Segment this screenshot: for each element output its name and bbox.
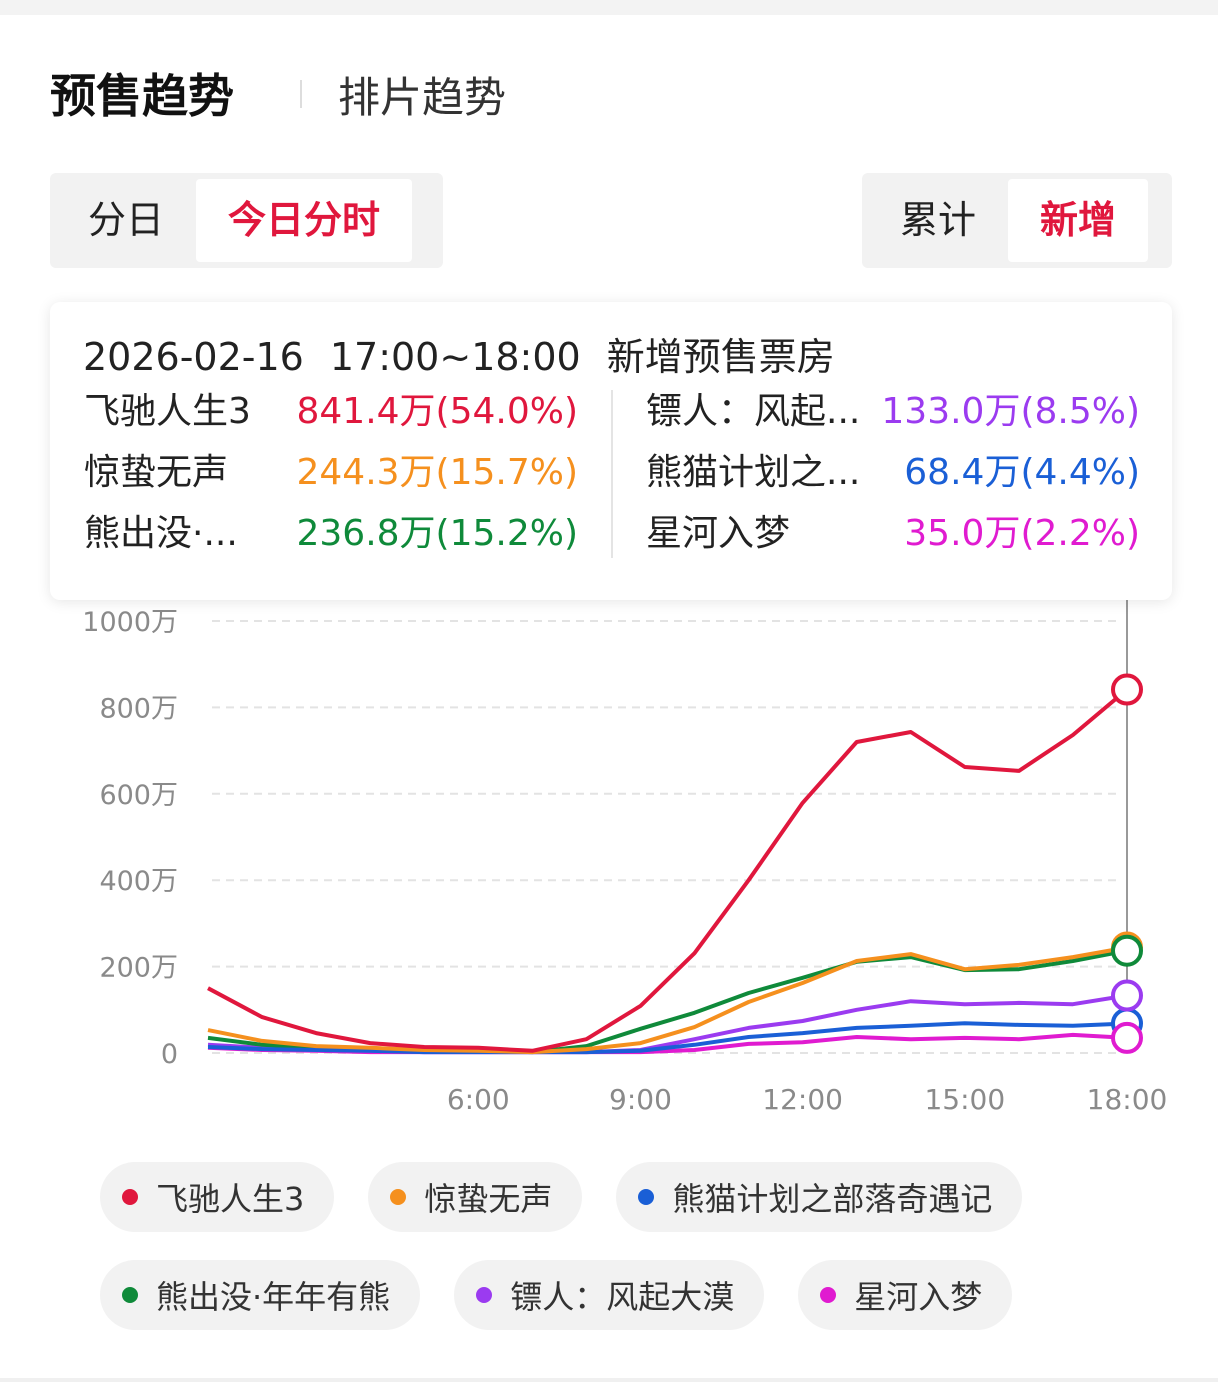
legend-item[interactable]: 熊出没·年年有熊	[100, 1260, 421, 1330]
legend-label: 飞驰人生3	[156, 1180, 305, 1218]
legend-item[interactable]: 熊猫计划之部落奇遇记	[616, 1162, 1023, 1232]
tooltip-row: 熊出没·... 236.8万(15.2%)	[84, 512, 578, 556]
y-tick-label: 200万	[99, 953, 178, 984]
hover-marker	[1111, 934, 1143, 967]
y-tick-label: 600万	[99, 780, 178, 811]
legend-item[interactable]: 星河入梦	[798, 1260, 1013, 1330]
tooltip-row: 飞驰人生3 841.4万(54.0%)	[84, 390, 578, 434]
tooltip-name: 惊蛰无声	[84, 452, 229, 493]
y-tick-label: 0	[161, 1039, 178, 1070]
tooltip-name: 熊猫计划之...	[646, 452, 861, 493]
x-tick-label: 12:00	[762, 1083, 843, 1116]
tooltip-value: 236.8万(15.2%)	[296, 513, 578, 554]
legend-dot	[122, 1189, 138, 1205]
tooltip-name: 星河入梦	[646, 513, 791, 554]
tooltip-value: 68.4万(4.4%)	[904, 452, 1140, 493]
hover-marker	[1111, 979, 1143, 1012]
bottom-strip	[0, 1378, 1218, 1382]
legend-label: 星河入梦	[854, 1278, 983, 1316]
tooltip-label: 新增预售票房	[606, 335, 835, 379]
legend-item[interactable]: 镖人：风起大漠	[454, 1260, 765, 1330]
tooltip-row: 镖人：风起... 133.0万(8.5%)	[646, 390, 1140, 434]
hover-marker	[1111, 1021, 1143, 1054]
x-tick-label: 9:00	[609, 1083, 672, 1116]
series-line	[207, 945, 1128, 1055]
legend-dot	[476, 1287, 493, 1303]
y-tick-label: 1000万	[82, 607, 178, 638]
tooltip-divider	[611, 390, 613, 558]
legend-label: 熊出没·年年有熊	[156, 1278, 391, 1316]
toggle-button[interactable]: 累计	[900, 198, 977, 242]
hover-marker	[1111, 673, 1143, 706]
tooltip-name: 飞驰人生3	[84, 391, 251, 432]
x-tick-label: 6:00	[447, 1083, 510, 1116]
y-tick-label: 800万	[99, 693, 178, 724]
toggle-button-active[interactable]: 新增	[1008, 179, 1149, 262]
legend-dot	[122, 1287, 138, 1303]
tab[interactable]: 排片趋势	[338, 73, 507, 122]
toggle-button[interactable]: 分日	[88, 198, 165, 242]
legend: 飞驰人生3 惊蛰无声 熊猫计划之部落奇遇记熊出没·年年有熊 镖人：风起大漠 星河入梦	[100, 1162, 1140, 1330]
legend-dot	[390, 1189, 407, 1205]
series-line	[207, 1021, 1128, 1055]
tab-separator	[300, 80, 302, 108]
tooltip-value: 35.0万(2.2%)	[904, 513, 1140, 554]
tooltip-value: 244.3万(15.7%)	[296, 452, 578, 493]
tooltip-date: 2026-02-16	[83, 335, 304, 379]
tooltip-header: 2026-02-16 17:00~18:00 新增预售票房	[83, 326, 861, 381]
toggle-group: 累计 新增	[862, 173, 1172, 268]
tooltip-name: 镖人：风起...	[646, 391, 861, 432]
tooltip-row: 惊蛰无声 244.3万(15.7%)	[84, 451, 578, 495]
legend-label: 熊猫计划之部落奇遇记	[672, 1180, 993, 1218]
series-line	[207, 687, 1129, 1053]
tooltip-time: 17:00~18:00	[329, 335, 581, 379]
tooltip-name: 熊出没·...	[84, 513, 238, 554]
toggle-button-active[interactable]: 今日分时	[196, 179, 413, 262]
legend-label: 惊蛰无声	[424, 1180, 553, 1218]
tab-active[interactable]: 预售趋势	[50, 69, 234, 123]
top-strip	[0, 0, 1218, 15]
tooltip-row: 熊猫计划之... 68.4万(4.4%)	[646, 451, 1140, 495]
tooltip-value: 841.4万(54.0%)	[296, 391, 578, 432]
x-tick-label: 18:00	[1087, 1083, 1168, 1116]
y-tick-label: 400万	[99, 866, 178, 897]
toggle-group: 分日 今日分时	[50, 173, 443, 268]
legend-item[interactable]: 飞驰人生3	[100, 1162, 335, 1232]
tooltip-value: 133.0万(8.5%)	[881, 391, 1140, 432]
legend-label: 镖人：风起大漠	[510, 1278, 735, 1316]
legend-dot	[820, 1287, 837, 1303]
tooltip: 2026-02-16 17:00~18:00 新增预售票房 飞驰人生3 841.4万(…	[50, 302, 1172, 600]
x-tick-label: 15:00	[924, 1083, 1005, 1116]
legend-item[interactable]: 惊蛰无声	[368, 1162, 583, 1232]
tooltip-row: 星河入梦 35.0万(2.2%)	[646, 512, 1140, 556]
legend-dot	[638, 1189, 655, 1205]
